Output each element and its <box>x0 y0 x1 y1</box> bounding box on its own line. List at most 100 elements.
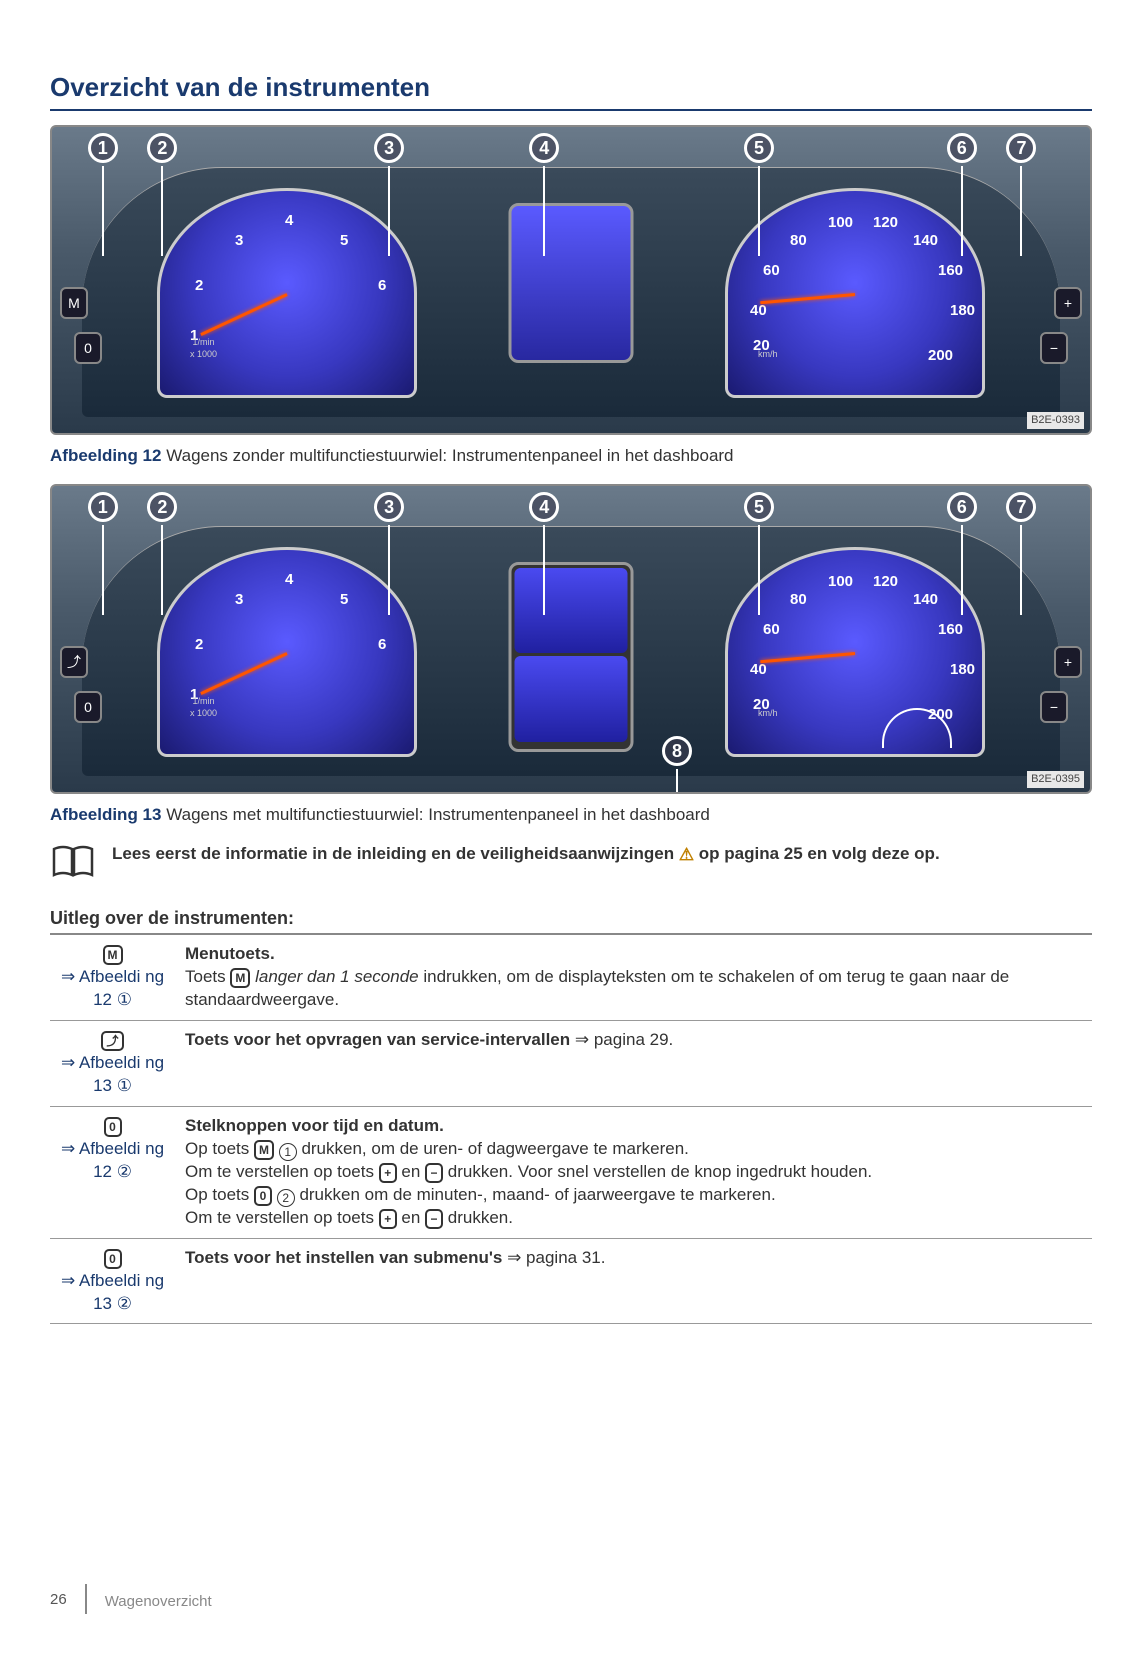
tachometer-gauge: 1234561/minx 1000 <box>157 188 417 398</box>
table-key-cell: 0⇒ Afbeeldi ng 12 ② <box>50 1106 175 1238</box>
table-row: M⇒ Afbeeldi ng 12 ①Menutoets.Toets M lan… <box>50 935 1092 1020</box>
callout-marker: 2 <box>147 492 177 522</box>
image-reference-tag: B2E-0393 <box>1027 412 1084 429</box>
key-icon: + <box>379 1163 397 1183</box>
gauge-tick-label: 80 <box>790 590 807 610</box>
callout-marker: 5 <box>744 492 774 522</box>
table-row: ⤴⇒ Afbeeldi ng 13 ①Toets voor het opvrag… <box>50 1021 1092 1107</box>
gauge-tick-label: 100 <box>828 572 853 592</box>
page-number: 26 <box>50 1590 67 1614</box>
caption-text: Wagens met multifunctiestuurwiel: Instru… <box>166 805 710 824</box>
key-icon: M <box>230 968 250 988</box>
notice-text-a: Lees eerst de informatie in de inleiding… <box>112 844 679 863</box>
gauge-tick-label: 120 <box>873 572 898 592</box>
panel-side-button: + <box>1054 646 1082 678</box>
table-desc-cell: Menutoets.Toets M langer dan 1 seconde i… <box>175 935 1092 1020</box>
gauge-unit-label: km/h <box>758 707 778 719</box>
key-icon: − <box>425 1163 443 1183</box>
gauge-tick-label: 5 <box>340 590 348 610</box>
figure-reference: ⇒ Afbeeldi ng 13 ① <box>61 1053 164 1095</box>
key-icon: M <box>103 945 123 965</box>
gauge-tick-label: 200 <box>928 705 953 725</box>
callout-marker: 8 <box>662 736 692 766</box>
key-icon: 0 <box>254 1186 272 1206</box>
gauge-tick-label: 60 <box>763 261 780 281</box>
table-desc-cell: Toets voor het opvragen van service-inte… <box>175 1021 1092 1107</box>
caption-bold: Afbeelding 12 <box>50 446 161 465</box>
key-icon: + <box>379 1209 397 1229</box>
warning-icon: ⚠ <box>679 844 694 867</box>
tachometer-gauge: 1234561/minx 1000 <box>157 547 417 757</box>
key-icon: ⤴ <box>101 1031 123 1051</box>
callout-marker: 3 <box>374 133 404 163</box>
table-row: 0⇒ Afbeeldi ng 13 ② Toets voor het instel… <box>50 1238 1092 1324</box>
speedometer-gauge: 20406080100120140160180200km/h <box>725 547 985 757</box>
table-key-cell: 0⇒ Afbeeldi ng 13 ② <box>50 1238 175 1324</box>
callout-marker: 3 <box>374 492 404 522</box>
gauge-unit-label: 1/minx 1000 <box>190 695 217 719</box>
circled-number: 2 <box>277 1189 295 1207</box>
page-footer: 26 Wagenoverzicht <box>50 1584 1092 1614</box>
gauge-tick-label: 120 <box>873 213 898 233</box>
gauge-needle <box>760 293 855 304</box>
gauge-needle <box>200 652 287 695</box>
key-icon: − <box>425 1209 443 1229</box>
key-icon: 0 <box>104 1117 122 1137</box>
panel-side-button: M <box>60 287 88 319</box>
panel-side-button: − <box>1040 691 1068 723</box>
callout-marker: 7 <box>1006 492 1036 522</box>
image-reference-tag: B2E-0395 <box>1027 771 1084 788</box>
figure-12-caption: Afbeelding 12 Wagens zonder multifunctie… <box>50 445 1092 468</box>
notice-text-b: op pagina 25 en volg deze op. <box>699 844 940 863</box>
gauge-tick-label: 4 <box>285 570 293 590</box>
gauge-tick-label: 140 <box>913 231 938 251</box>
callout-marker: 4 <box>529 492 559 522</box>
gauge-tick-label: 5 <box>340 231 348 251</box>
gauge-unit-label: km/h <box>758 348 778 360</box>
instruments-table: M⇒ Afbeeldi ng 12 ①Menutoets.Toets M lan… <box>50 935 1092 1324</box>
table-key-cell: ⤴⇒ Afbeeldi ng 13 ① <box>50 1021 175 1107</box>
book-icon <box>50 843 96 886</box>
chapter-name: Wagenoverzicht <box>105 1592 212 1614</box>
gauge-needle <box>760 652 855 663</box>
gauge-tick-label: 140 <box>913 590 938 610</box>
panel-side-button: + <box>1054 287 1082 319</box>
figure-reference: ⇒ Afbeeldi ng 12 ① <box>61 967 164 1009</box>
gauge-tick-label: 6 <box>378 276 386 296</box>
gauge-tick-label: 2 <box>195 635 203 655</box>
center-display-split <box>509 562 634 752</box>
gauge-tick-label: 180 <box>950 301 975 321</box>
gauge-tick-label: 40 <box>750 301 767 321</box>
gauge-tick-label: 3 <box>235 590 243 610</box>
callout-marker: 1 <box>88 492 118 522</box>
gauge-tick-label: 200 <box>928 346 953 366</box>
gauge-tick-label: 80 <box>790 231 807 251</box>
read-first-notice: Lees eerst de informatie in de inleiding… <box>50 843 1092 886</box>
gauge-needle <box>200 293 287 336</box>
figure-13-caption: Afbeelding 13 Wagens met multifunctiestu… <box>50 804 1092 827</box>
key-icon: M <box>254 1140 274 1160</box>
gauge-tick-label: 160 <box>938 261 963 281</box>
gauge-tick-label: 2 <box>195 276 203 296</box>
gauge-tick-label: 3 <box>235 231 243 251</box>
dashboard-figure-13: 1234561/minx 1000 2040608010012014016018… <box>50 484 1092 794</box>
figure-reference: ⇒ Afbeeldi ng 12 ② <box>61 1139 164 1181</box>
gauge-tick-label: 160 <box>938 620 963 640</box>
figure-reference: ⇒ Afbeeldi ng 13 ② <box>61 1271 164 1313</box>
callout-marker: 1 <box>88 133 118 163</box>
key-icon: 0 <box>104 1249 122 1269</box>
panel-side-button: 0 <box>74 691 102 723</box>
callout-marker: 5 <box>744 133 774 163</box>
callout-marker: 2 <box>147 133 177 163</box>
gauge-tick-label: 180 <box>950 660 975 680</box>
panel-side-button: − <box>1040 332 1068 364</box>
callout-marker: 4 <box>529 133 559 163</box>
caption-text: Wagens zonder multifunctiestuurwiel: Ins… <box>166 446 733 465</box>
dashboard-figure-12: 1234561/minx 1000 2040608010012014016018… <box>50 125 1092 435</box>
callout-marker: 7 <box>1006 133 1036 163</box>
caption-bold: Afbeelding 13 <box>50 805 161 824</box>
row-title: Toets voor het instellen van submenu's <box>185 1248 502 1267</box>
panel-side-button: ⤴ <box>60 646 88 678</box>
row-title: Menutoets. <box>185 944 275 963</box>
table-row: 0⇒ Afbeeldi ng 12 ②Stelknoppen voor tijd… <box>50 1106 1092 1238</box>
